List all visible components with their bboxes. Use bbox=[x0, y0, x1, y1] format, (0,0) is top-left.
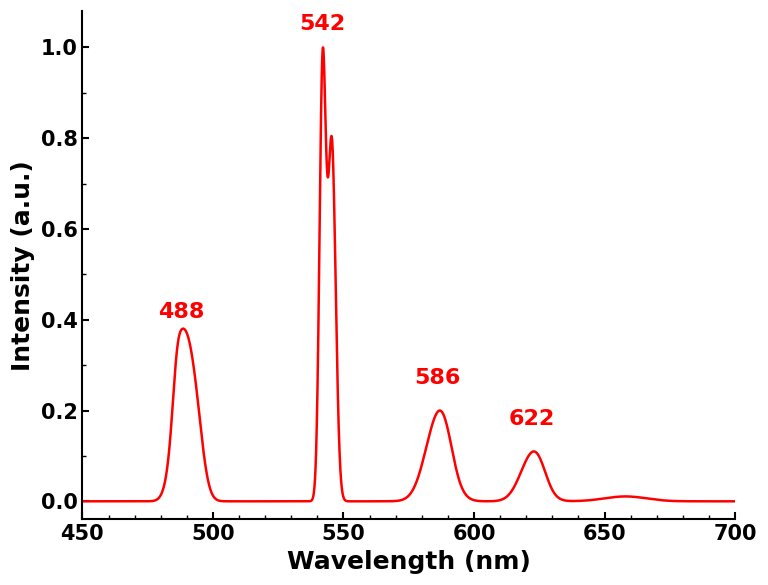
Text: 586: 586 bbox=[414, 368, 461, 388]
Text: 488: 488 bbox=[158, 302, 205, 322]
Text: 542: 542 bbox=[300, 14, 346, 34]
Text: 622: 622 bbox=[508, 409, 554, 429]
X-axis label: Wavelength (nm): Wavelength (nm) bbox=[286, 550, 531, 574]
Y-axis label: Intensity (a.u.): Intensity (a.u.) bbox=[11, 160, 35, 371]
